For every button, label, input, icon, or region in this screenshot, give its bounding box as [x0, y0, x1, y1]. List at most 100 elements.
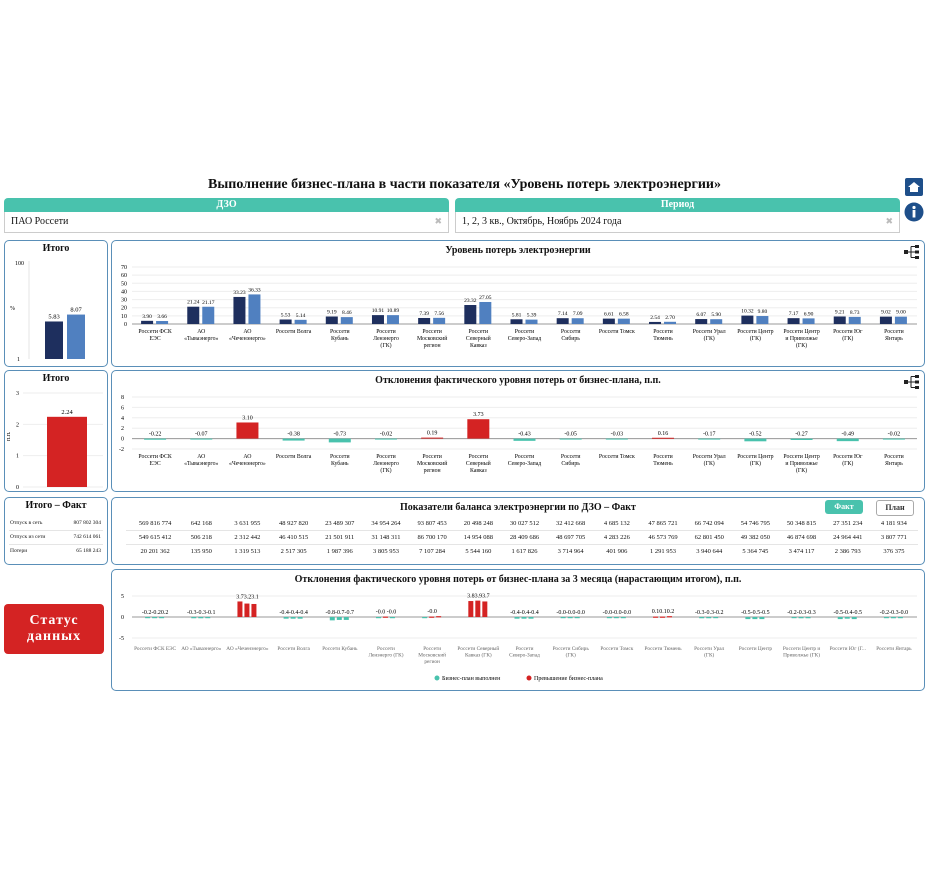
table-cell: 49 382 050: [740, 534, 770, 541]
clear-icon[interactable]: ✖: [885, 217, 893, 227]
chart3-category-label: Россети Кубань: [322, 645, 358, 652]
table-cell: 32 412 668: [556, 520, 586, 527]
table-cell: 62 801 450: [694, 534, 724, 541]
chart2-category-label: Россети Томск: [599, 454, 635, 460]
chart3-bar: [482, 601, 488, 617]
chart1-fact-bar: [710, 319, 723, 324]
chart1-category-label: Северный: [466, 335, 491, 342]
chart1-category-label: «Чеченэнерго»: [229, 336, 266, 342]
chart2-category-label: Россети Центр: [783, 454, 819, 460]
chart3-bar: [283, 617, 289, 619]
chart1-plan-label: 10.32: [741, 309, 754, 315]
chart1-plan-label: 21.24: [187, 300, 200, 306]
period-filter-value[interactable]: 1, 2, 3 кв., Октябрь, Ноябрь 2024 года ✖: [455, 212, 900, 233]
chart2-bar: [421, 437, 444, 439]
chart3-bar: [613, 617, 619, 619]
period-filter[interactable]: Период 1, 2, 3 кв., Октябрь, Ноябрь 2024…: [455, 198, 900, 233]
chart3-bar: [336, 617, 342, 620]
chart1-category-label: Янтарь: [885, 336, 903, 342]
deviation-3m-chart: -5 0 5 -0.2-0.20.2 Россети ФСК ЕЭС -0.3-0.3-0…: [119, 594, 917, 682]
chart1-fact-bar: [756, 316, 769, 324]
chart1-fact-bar: [571, 318, 584, 324]
chart2-category-label: Россети: [653, 454, 673, 460]
chart1-plan-label: 9.21: [835, 310, 845, 316]
kpi2-y-unit: п.п.: [6, 431, 12, 441]
chart3-bar: [343, 617, 349, 620]
chart2-bar-label: 0.19: [427, 431, 438, 437]
dzo-filter[interactable]: ДЗО ПАО Россети ✖: [4, 198, 449, 233]
hierarchy-icon[interactable]: [904, 245, 920, 259]
kpi2-tick: 0: [16, 485, 19, 490]
chart3-bar: [244, 603, 250, 617]
chart2-bar-label: -0.49: [841, 432, 854, 438]
kpi3-row-value: 742 614 061: [73, 534, 102, 540]
chart1-plan-bar: [187, 306, 200, 324]
chart2-category-label: Северо-Запад: [508, 461, 542, 467]
chart1-plan-bar: [279, 319, 292, 324]
table-cell: 50 348 815: [786, 520, 817, 527]
chart2-bar-label: -0.02: [888, 432, 901, 438]
chart2-category-label: Северный: [466, 460, 491, 467]
home-button[interactable]: [904, 177, 924, 197]
fact-toggle-button[interactable]: Факт: [825, 500, 863, 514]
chart1-plan-label: 9.02: [881, 310, 891, 316]
chart1-plan-label: 5.53: [281, 312, 291, 318]
data-status-button[interactable]: Статус данных: [4, 604, 104, 654]
table-cell: 48 927 820: [278, 520, 309, 527]
hierarchy-icon[interactable]: [904, 375, 920, 389]
table-cell: 66 742 094: [694, 520, 724, 527]
chart1-y-tick: 0: [124, 322, 127, 328]
chart1-category-label: (ГК): [796, 342, 807, 349]
chart1-category-label: Россети: [561, 329, 581, 335]
table-cell: 3 805 953: [372, 548, 399, 555]
chart1-fact-label: 10.89: [387, 308, 400, 314]
chart3-y-tick: -5: [119, 636, 124, 642]
chart3-bar-label: -0.4-0.4-0.4: [279, 610, 308, 616]
table-cell: 3 714 964: [557, 548, 584, 555]
table-cell: 27 351 234: [833, 520, 863, 527]
chart1-plan-label: 7.17: [789, 311, 799, 317]
table-cell: 30 027 512: [509, 520, 540, 527]
chart2-category-label: Россети: [330, 454, 350, 460]
chart2-category-label: Россети: [469, 454, 489, 460]
chart1-fact-label: 6.58: [619, 312, 629, 318]
chart1-category-label: Россети: [653, 329, 673, 335]
clear-icon[interactable]: ✖: [434, 217, 442, 227]
chart2-bar-label: -0.03: [611, 432, 624, 438]
chart1-fact-bar: [340, 317, 353, 324]
chart3-bar: [890, 617, 896, 619]
chart2-bar-label: -0.43: [518, 432, 531, 438]
chart1-y-tick: 30: [121, 298, 127, 304]
chart2-category-label: Сибирь: [561, 460, 580, 467]
table-cell: 23 489 307: [325, 520, 355, 527]
chart1-fact-bar: [433, 317, 446, 324]
chart1-fact-label: 9.00: [896, 310, 906, 316]
table-cell: 21 501 911: [325, 534, 355, 541]
table-cell: 86 700 170: [417, 534, 447, 541]
kpi1-bar: [67, 314, 85, 359]
chart2-bar: [836, 438, 859, 442]
chart3-bar: [791, 617, 797, 619]
info-button[interactable]: [904, 202, 924, 222]
chart3-bar: [382, 616, 388, 618]
chart3-bar: [145, 617, 151, 619]
chart1-category-label: (ГК): [842, 335, 853, 342]
table-cell: 93 807 453: [417, 520, 447, 527]
chart1-fact-label: 2.70: [665, 315, 675, 321]
chart2-bar-label: -0.17: [703, 432, 716, 438]
chart3-bar: [713, 617, 719, 619]
chart1-fact-label: 5.14: [296, 313, 306, 319]
chart2-category-label: Кубань: [331, 460, 349, 467]
chart2-category-label: Россети Центр: [737, 454, 773, 460]
table-cell: 3 940 644: [696, 548, 723, 555]
chart3-category-label: Россети Юг (Г...: [830, 645, 866, 652]
chart3-category-label: Россети Центр и: [783, 646, 821, 652]
chart1-category-label: Россети Томск: [599, 329, 635, 335]
kpi2-bar: [47, 416, 87, 487]
chart3-bar: [897, 617, 903, 619]
dzo-filter-value[interactable]: ПАО Россети ✖: [4, 212, 449, 233]
chart3-category-label: регион: [424, 659, 440, 665]
chart3-category-label: Россети Янтарь: [876, 646, 912, 652]
kpi2-tick: 1: [16, 454, 19, 460]
plan-toggle-button[interactable]: План: [876, 500, 914, 516]
